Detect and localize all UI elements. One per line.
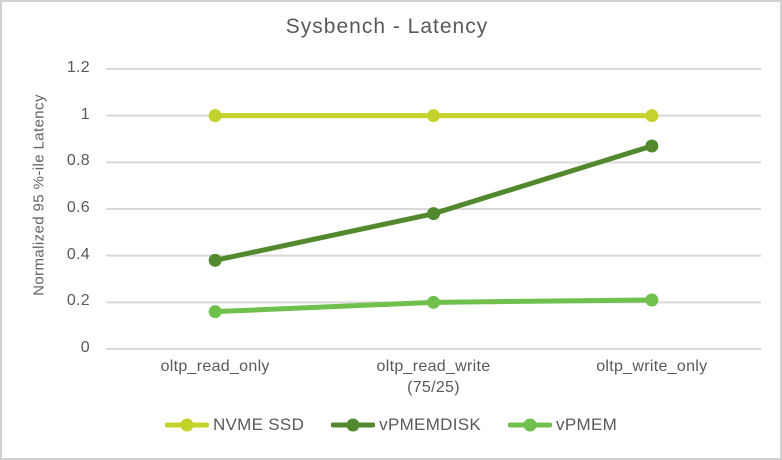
- chart-title: Sysbench - Latency: [285, 15, 489, 38]
- data-point-marker-nvme-ssd: [208, 109, 222, 123]
- data-point-marker-nvme-ssd: [427, 109, 440, 123]
- data-point-marker-vpmemdisk: [208, 253, 222, 267]
- x-axis-category-label: oltp_write_only: [596, 358, 708, 375]
- legend-item-vpmemdisk: vPMEMDISK: [331, 415, 481, 435]
- data-point-marker-nvme-ssd: [645, 109, 659, 123]
- legend-marker-icon: [331, 418, 376, 432]
- legend-item-vpmem: vPMEM: [508, 415, 617, 435]
- legend-marker-icon: [164, 418, 209, 432]
- data-point-marker-vpmem: [427, 295, 440, 309]
- y-tick-label: 1.2: [66, 59, 90, 76]
- x-axis-category-label: oltp_read_only: [160, 358, 270, 375]
- data-point-marker-vpmem: [208, 305, 222, 319]
- y-tick-label: 0.4: [66, 245, 90, 263]
- data-point-marker-vpmemdisk: [427, 207, 440, 221]
- legend: NVME SSD vPMEMDISK vPMEM: [2, 415, 780, 435]
- legend-item-nvme-ssd: NVME SSD: [164, 415, 305, 435]
- data-point-marker-vpmemdisk: [645, 139, 659, 153]
- y-tick-label: 1: [80, 105, 90, 123]
- y-tick-label: 0.2: [66, 292, 90, 310]
- y-tick-label: 0.8: [66, 152, 90, 170]
- y-tick-label: 0: [80, 339, 90, 356]
- y-tick-label: 0.6: [66, 199, 90, 216]
- legend-label: vPMEM: [556, 415, 618, 434]
- legend-marker-icon: [508, 418, 553, 432]
- data-point-marker-vpmem: [645, 293, 659, 307]
- legend-label: NVME SSD: [212, 415, 305, 434]
- x-axis-category-label: oltp_read_write (75/25): [376, 358, 491, 396]
- legend-label: vPMEMDISK: [379, 415, 482, 434]
